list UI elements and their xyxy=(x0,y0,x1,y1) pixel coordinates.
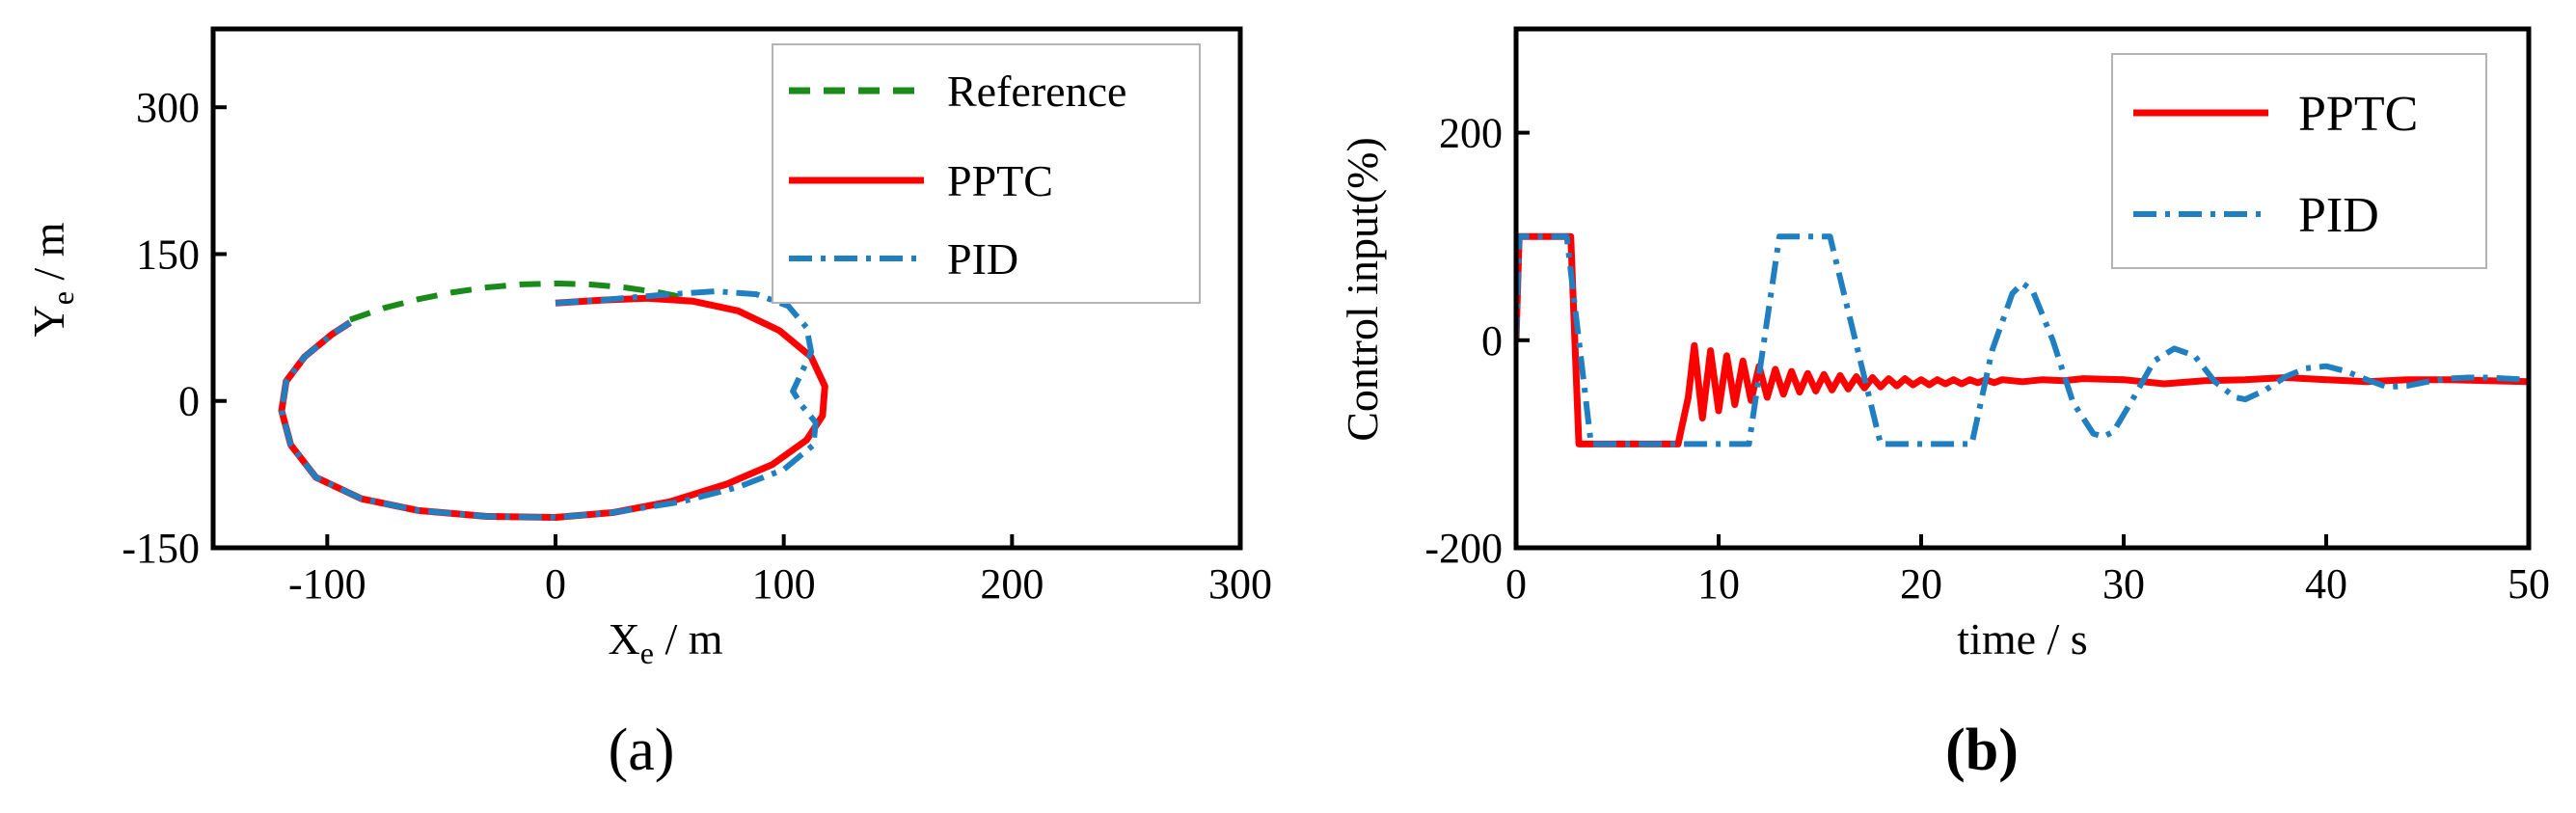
chart-b-series-group xyxy=(1516,232,2529,447)
chart-b-ytick-label: 200 xyxy=(1439,110,1503,157)
chart-a-series-reference xyxy=(349,280,689,323)
chart-b-ytick-label: -200 xyxy=(1424,525,1503,572)
chart-a-series-group xyxy=(278,280,828,521)
chart-b-xtick-label: 50 xyxy=(2508,560,2550,608)
chart-a-xtick-label: 300 xyxy=(1208,560,1272,608)
chart-b-ytick-label: 0 xyxy=(1481,317,1503,365)
chart-a-xtick-label: 100 xyxy=(752,560,816,608)
chart-a-xlabel: Xe / m xyxy=(609,614,723,670)
legend-label-pptc: PPTC xyxy=(947,156,1053,205)
chart-a-ticks: -100 0 100 200 300 -150 0 150 300 xyxy=(122,84,1272,608)
chart-b-series-pptc xyxy=(1516,232,2529,447)
chart-b-series-pid xyxy=(1516,233,2529,447)
chart-b-legend-box xyxy=(2111,53,2487,269)
chart-a-ytick-label: 150 xyxy=(136,230,200,278)
chart-a-ytick-label: -150 xyxy=(122,525,200,572)
chart-b-xtick-label: 10 xyxy=(1697,560,1740,608)
chart-a-xtick-label: 0 xyxy=(545,560,566,608)
chart-b-xtick-label: 20 xyxy=(1900,560,1942,608)
legend-label-reference: Reference xyxy=(947,67,1126,116)
chart-a-ylabel: Ye / m xyxy=(24,222,80,337)
chart-a-legend: Reference PPTC PID xyxy=(772,43,1201,304)
chart-b-xtick-label: 40 xyxy=(2305,560,2347,608)
legend-b-label-pptc: PPTC xyxy=(2298,87,2418,142)
panel-label-a: (a) xyxy=(609,718,675,783)
panel-label-b: (b) xyxy=(1945,718,2019,783)
chart-b-xtick-label: 30 xyxy=(2102,560,2145,608)
chart-b-xlabel: time / s xyxy=(1957,614,2087,664)
chart-b-xtick-label: 0 xyxy=(1505,560,1527,608)
chart-b-frame xyxy=(1513,26,2532,551)
chart-b-ylabel: Control input(%) xyxy=(1338,137,1387,442)
legend-label-pid: PID xyxy=(947,234,1018,284)
chart-b-legend: PPTC PID xyxy=(2111,53,2487,269)
chart-a-xtick-label: -100 xyxy=(288,560,366,608)
chart-a-series-pid xyxy=(279,288,819,521)
chart-a-ytick-label: 0 xyxy=(178,378,200,425)
chart-a-xtick-label: 200 xyxy=(980,560,1044,608)
chart-a-ytick-label: 300 xyxy=(136,84,200,131)
legend-b-label-pid: PID xyxy=(2298,188,2379,243)
chart-a-frame xyxy=(210,26,1243,551)
